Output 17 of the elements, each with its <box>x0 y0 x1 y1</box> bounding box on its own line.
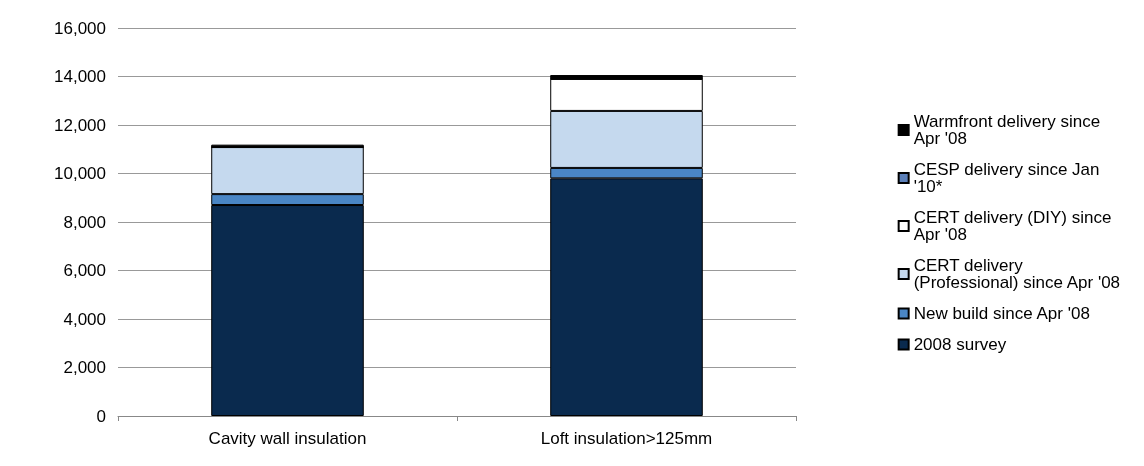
legend-label: CESP delivery since Jan '10* <box>913 160 1105 196</box>
y-tick-label: 6,000 <box>63 261 106 280</box>
legend-label: CERT delivery (DIY) since Apr '08 <box>913 208 1117 244</box>
legend-label: Warmfront delivery since Apr '08 <box>913 112 1105 148</box>
legend-label: CERT delivery (Professional) since Apr '08 <box>913 256 1121 292</box>
y-tick-label: 10,000 <box>54 164 106 183</box>
x-tick-label: Cavity wall insulation <box>208 429 367 448</box>
x-tick-label: Loft insulation>125mm <box>540 429 713 448</box>
legend-label: 2008 survey <box>913 335 1007 354</box>
y-tick-label: 2,000 <box>63 358 106 377</box>
legend-label: New build since Apr '08 <box>913 304 1090 323</box>
y-tick-label: 14,000 <box>54 67 106 86</box>
y-tick-label: 16,000 <box>54 18 106 38</box>
y-tick-label: 8,000 <box>63 212 106 232</box>
y-tick-label: 0 <box>96 406 106 426</box>
y-tick-label: 12,000 <box>54 115 106 135</box>
y-tick-label: 4,000 <box>63 309 106 329</box>
